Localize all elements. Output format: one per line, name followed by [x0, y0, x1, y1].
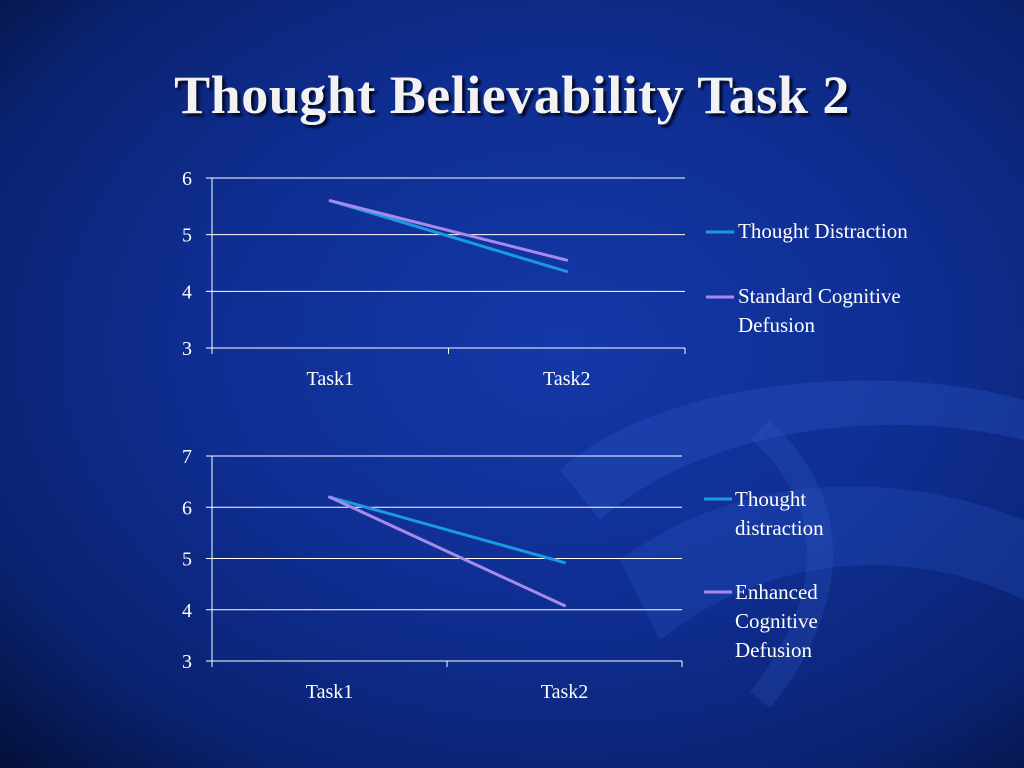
series-line-1: [328, 495, 566, 565]
legend-label: distraction: [735, 516, 824, 540]
y-tick-label: 6: [182, 497, 192, 519]
line-chart-1: 3 4 5 6 Task1 Task2 Thought Distraction Standar…: [182, 168, 908, 390]
y-tick-label: 5: [182, 225, 192, 247]
x-tick-label: Task1: [307, 368, 354, 390]
series-line-2: [328, 199, 569, 262]
series-line-2: [328, 495, 566, 608]
series-line-1: [328, 199, 569, 273]
legend-label: Cognitive: [735, 609, 818, 633]
y-tick-label: 3: [182, 651, 192, 673]
y-tick-label: 7: [182, 446, 192, 468]
legend-label: Thought: [735, 487, 806, 511]
legend-label: Defusion: [735, 638, 812, 662]
y-tick-label: 4: [182, 281, 192, 303]
y-tick-label: 3: [182, 338, 192, 360]
slide-title: Thought Believability Task 2: [174, 65, 850, 125]
x-tick-label: Task1: [306, 681, 353, 703]
legend-label: Enhanced: [735, 580, 818, 604]
line-chart-2: 3 4 5 6 7 Task1 Task2 Thought distraction Enhance…: [182, 446, 824, 703]
y-tick-label: 6: [182, 168, 192, 190]
legend-label: Standard Cognitive: [738, 284, 901, 308]
legend-label: Thought Distraction: [738, 219, 908, 243]
x-tick-label: Task2: [543, 368, 590, 390]
y-tick-label: 5: [182, 549, 192, 571]
x-tick-label: Task2: [541, 681, 588, 703]
y-tick-label: 4: [182, 600, 192, 622]
legend-label: Defusion: [738, 313, 815, 337]
